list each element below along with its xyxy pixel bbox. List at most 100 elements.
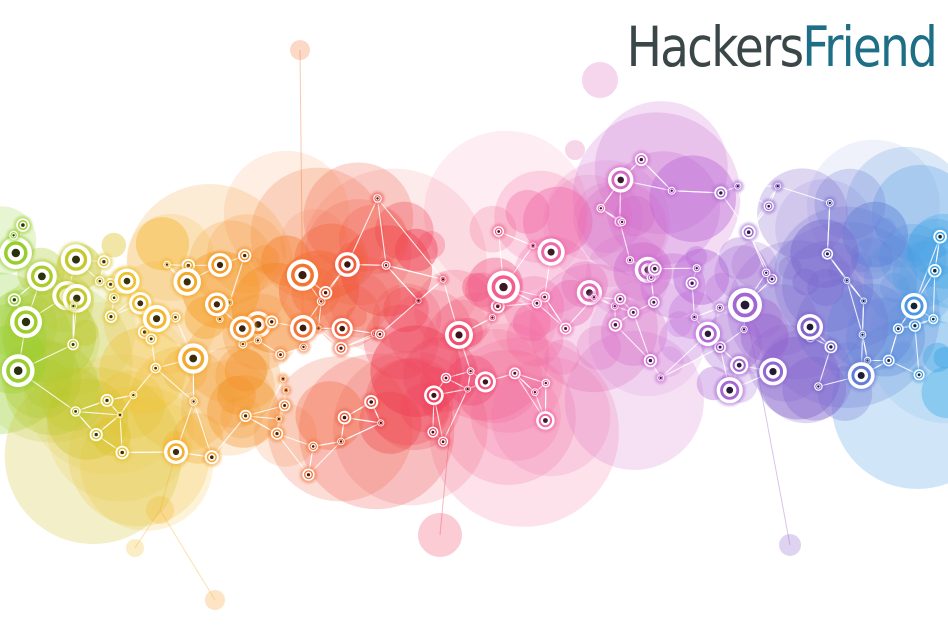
network-edge [744, 304, 791, 546]
network-node [335, 408, 354, 427]
network-node [202, 447, 222, 467]
network-node [823, 196, 837, 210]
network-node [160, 258, 174, 271]
network-node [64, 336, 82, 353]
bubble [395, 228, 438, 272]
bubble [80, 398, 213, 531]
network-edge [376, 198, 387, 266]
network-node [472, 368, 499, 395]
network-node [761, 198, 777, 214]
network-node [58, 241, 94, 278]
bubble [807, 268, 845, 307]
network-node [67, 300, 80, 313]
bubble [300, 168, 487, 355]
network-node [898, 290, 930, 322]
network-node [794, 311, 826, 343]
network-node [623, 253, 637, 267]
network-node [92, 273, 108, 289]
bubble [146, 496, 174, 524]
network-node [533, 408, 558, 433]
network-node [771, 180, 784, 193]
network-node [529, 295, 545, 311]
bubble [267, 356, 413, 502]
network-node [464, 364, 477, 378]
network-node [227, 313, 258, 344]
bubble [778, 256, 802, 280]
network-node [24, 259, 60, 294]
bubble [372, 283, 442, 353]
network-edge [660, 346, 721, 379]
network-node [930, 227, 948, 246]
network-node [535, 236, 568, 269]
network-node [606, 315, 625, 335]
network-node [737, 323, 751, 336]
network-node [161, 437, 191, 467]
bubble [494, 170, 587, 263]
bubble [298, 353, 455, 510]
network-node [486, 311, 499, 324]
network-node [645, 259, 665, 279]
network-node [202, 290, 232, 319]
bubble [544, 339, 580, 375]
network-node [438, 370, 454, 386]
network-edge [379, 300, 419, 335]
network-node [632, 150, 651, 169]
bubble [933, 347, 948, 369]
bubble [673, 248, 730, 305]
bubble [290, 40, 310, 60]
network-node [276, 397, 293, 414]
bubble [49, 386, 70, 407]
bubble [223, 150, 350, 277]
bubble [505, 189, 550, 234]
network-node [739, 222, 759, 242]
network-edge [159, 509, 216, 601]
bubble [192, 345, 275, 428]
bubble [224, 349, 267, 392]
network-node [114, 409, 126, 421]
bubble [871, 164, 948, 263]
network-edge [826, 202, 831, 254]
bubble [295, 381, 365, 450]
bubble [363, 304, 439, 380]
network-node [268, 425, 286, 443]
bubble [718, 237, 761, 280]
network-edge [385, 264, 419, 302]
network-node [925, 311, 941, 327]
network-node [113, 443, 132, 462]
network-node [588, 291, 600, 304]
network-node [332, 249, 363, 280]
bubble [666, 311, 693, 338]
bubble [4, 367, 182, 545]
network-node [299, 466, 318, 484]
hackersfriend-logo: Hackers Friend [627, 8, 938, 86]
network-edge [442, 388, 469, 442]
bubble [565, 140, 585, 160]
network-edge [134, 509, 161, 549]
network-node [906, 317, 924, 335]
network-node [654, 372, 667, 384]
network-node [840, 274, 853, 287]
network-node [819, 245, 836, 263]
bubble [215, 343, 281, 409]
bubble [851, 251, 873, 273]
network-node [911, 366, 928, 383]
network-node [332, 339, 350, 358]
bubble [546, 174, 632, 260]
network-node [645, 293, 663, 311]
network-node [205, 250, 235, 280]
bubble-layer [0, 40, 948, 610]
network-node [615, 215, 629, 229]
node-layer [0, 150, 948, 484]
network-node [186, 394, 201, 409]
bubble [217, 375, 256, 415]
bubble [842, 201, 908, 268]
network-node [170, 265, 204, 299]
bubble [892, 341, 915, 364]
bubble [506, 309, 564, 367]
network-node [237, 407, 255, 425]
network-node [379, 258, 394, 273]
network-edge [155, 367, 194, 402]
network-node [822, 338, 840, 356]
network-node [725, 285, 765, 325]
